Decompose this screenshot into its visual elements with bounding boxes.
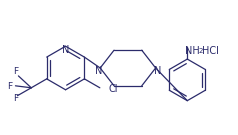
Text: N: N — [62, 45, 69, 55]
Text: F: F — [7, 82, 12, 91]
Text: HCl: HCl — [202, 46, 219, 56]
Text: 2: 2 — [198, 48, 203, 54]
Text: N: N — [94, 66, 102, 76]
Text: F: F — [13, 68, 18, 76]
Text: F: F — [13, 94, 18, 103]
Text: N: N — [154, 66, 161, 76]
Text: Cl: Cl — [109, 84, 118, 94]
Text: NH: NH — [185, 46, 200, 56]
